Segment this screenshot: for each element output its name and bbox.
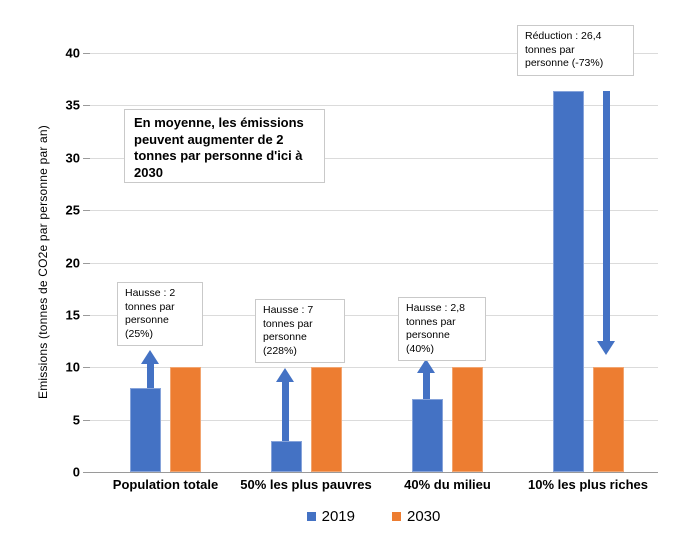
y-tick-label: 25 <box>65 202 80 218</box>
y-axis-tick <box>83 262 90 264</box>
category-label-40-du-milieu: 40% du milieu <box>404 477 491 492</box>
gridline <box>89 367 658 369</box>
legend-swatch-2019 <box>306 511 316 521</box>
arrow-shaft <box>282 381 289 441</box>
gridline <box>89 262 658 264</box>
y-axis-tick <box>83 367 90 369</box>
arrow-shaft <box>603 91 610 342</box>
gridline <box>89 314 658 316</box>
bar-2019-10-les-plus-riches <box>552 90 584 472</box>
annotation-hausse-population-totale: Hausse : 2 tonnes par personne (25%) <box>117 282 203 347</box>
y-axis-tick <box>83 105 90 107</box>
y-axis-tick <box>83 210 90 212</box>
x-axis-line <box>89 472 658 473</box>
y-tick-label: 30 <box>65 150 80 166</box>
y-axis-tick <box>83 157 90 159</box>
y-tick-label: 10 <box>65 359 80 375</box>
annotation-hausse-40-du-milieu: Hausse : 2,8 tonnes par personne (40%) <box>398 297 486 362</box>
y-axis-tick <box>83 419 90 421</box>
y-axis-tick <box>83 314 90 316</box>
gridline <box>89 53 658 54</box>
y-tick-label: 40 <box>65 45 80 61</box>
category-label-10-les-plus-riches: 10% les plus riches <box>528 477 648 492</box>
chart-legend: 2019 2030 <box>89 505 658 527</box>
y-tick-label: 35 <box>65 97 80 113</box>
y-tick-label: 20 <box>65 255 80 270</box>
legend-item-2030: 2030 <box>392 508 440 525</box>
annotation-reduction-10-plus-riches: Réduction : 26,4 tonnes par personne (-7… <box>517 25 634 76</box>
bar-2030-40-du-milieu <box>452 367 483 472</box>
gridline <box>89 157 658 159</box>
bar-2030-population-totale <box>170 367 201 472</box>
arrow-shaft <box>147 363 154 388</box>
gridline <box>89 210 658 212</box>
bar-2030-10-les-plus-riches <box>592 367 624 472</box>
gridline <box>89 105 658 107</box>
arrow-shaft <box>423 372 430 399</box>
decrease-arrow-10-plus-riches <box>597 91 616 355</box>
y-tick-label: 15 <box>65 307 80 323</box>
category-label-population-totale: Population totale <box>112 477 219 492</box>
y-axis-tick <box>83 53 90 54</box>
legend-item-2019: 2019 <box>306 507 355 525</box>
arrow-head-icon <box>417 359 435 373</box>
arrow-head-icon <box>276 368 294 382</box>
legend-label-2030: 2030 <box>407 507 441 525</box>
legend-swatch-2030 <box>392 511 401 521</box>
annotation-hausse-50-plus-pauvres: Hausse : 7 tonnes par personne (228%) <box>255 299 345 364</box>
y-tick-label: 0 <box>72 464 80 480</box>
increase-arrow-40-du-milieu <box>417 359 436 399</box>
bar-2019-40-du-milieu <box>412 398 443 472</box>
increase-arrow-50-plus-pauvres <box>276 368 295 441</box>
gridline <box>89 419 658 421</box>
y-tick-label: 5 <box>72 412 80 428</box>
legend-label-2019: 2019 <box>321 507 355 525</box>
category-label-50-les-plus-pauvres: 50% les plus pauvres <box>240 477 372 492</box>
arrow-head-icon <box>141 350 159 364</box>
annotation-average-increase: En moyenne, les émissions peuvent augmen… <box>124 109 325 183</box>
bar-2019-50-les-plus-pauvres <box>270 440 302 472</box>
bar-2030-50-les-plus-pauvres <box>310 367 342 472</box>
bar-2019-population-totale <box>130 388 161 472</box>
y-axis-tick <box>83 472 90 473</box>
increase-arrow-population-totale <box>141 350 160 388</box>
arrow-head-icon <box>597 341 615 355</box>
